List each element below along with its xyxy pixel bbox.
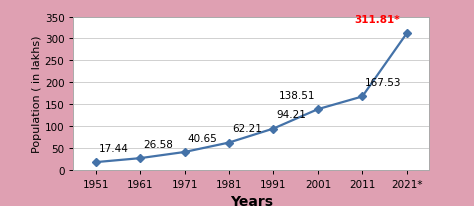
Text: 311.81*: 311.81* bbox=[354, 15, 400, 25]
Text: 62.21: 62.21 bbox=[232, 124, 262, 134]
Text: 17.44: 17.44 bbox=[99, 143, 128, 153]
Text: 167.53: 167.53 bbox=[365, 78, 401, 88]
Text: 138.51: 138.51 bbox=[279, 91, 316, 101]
Y-axis label: Population ( in lakhs): Population ( in lakhs) bbox=[32, 35, 42, 152]
Text: 40.65: 40.65 bbox=[187, 133, 217, 143]
Text: 94.21: 94.21 bbox=[276, 110, 306, 120]
Text: 26.58: 26.58 bbox=[143, 139, 173, 149]
X-axis label: Years: Years bbox=[230, 194, 273, 206]
